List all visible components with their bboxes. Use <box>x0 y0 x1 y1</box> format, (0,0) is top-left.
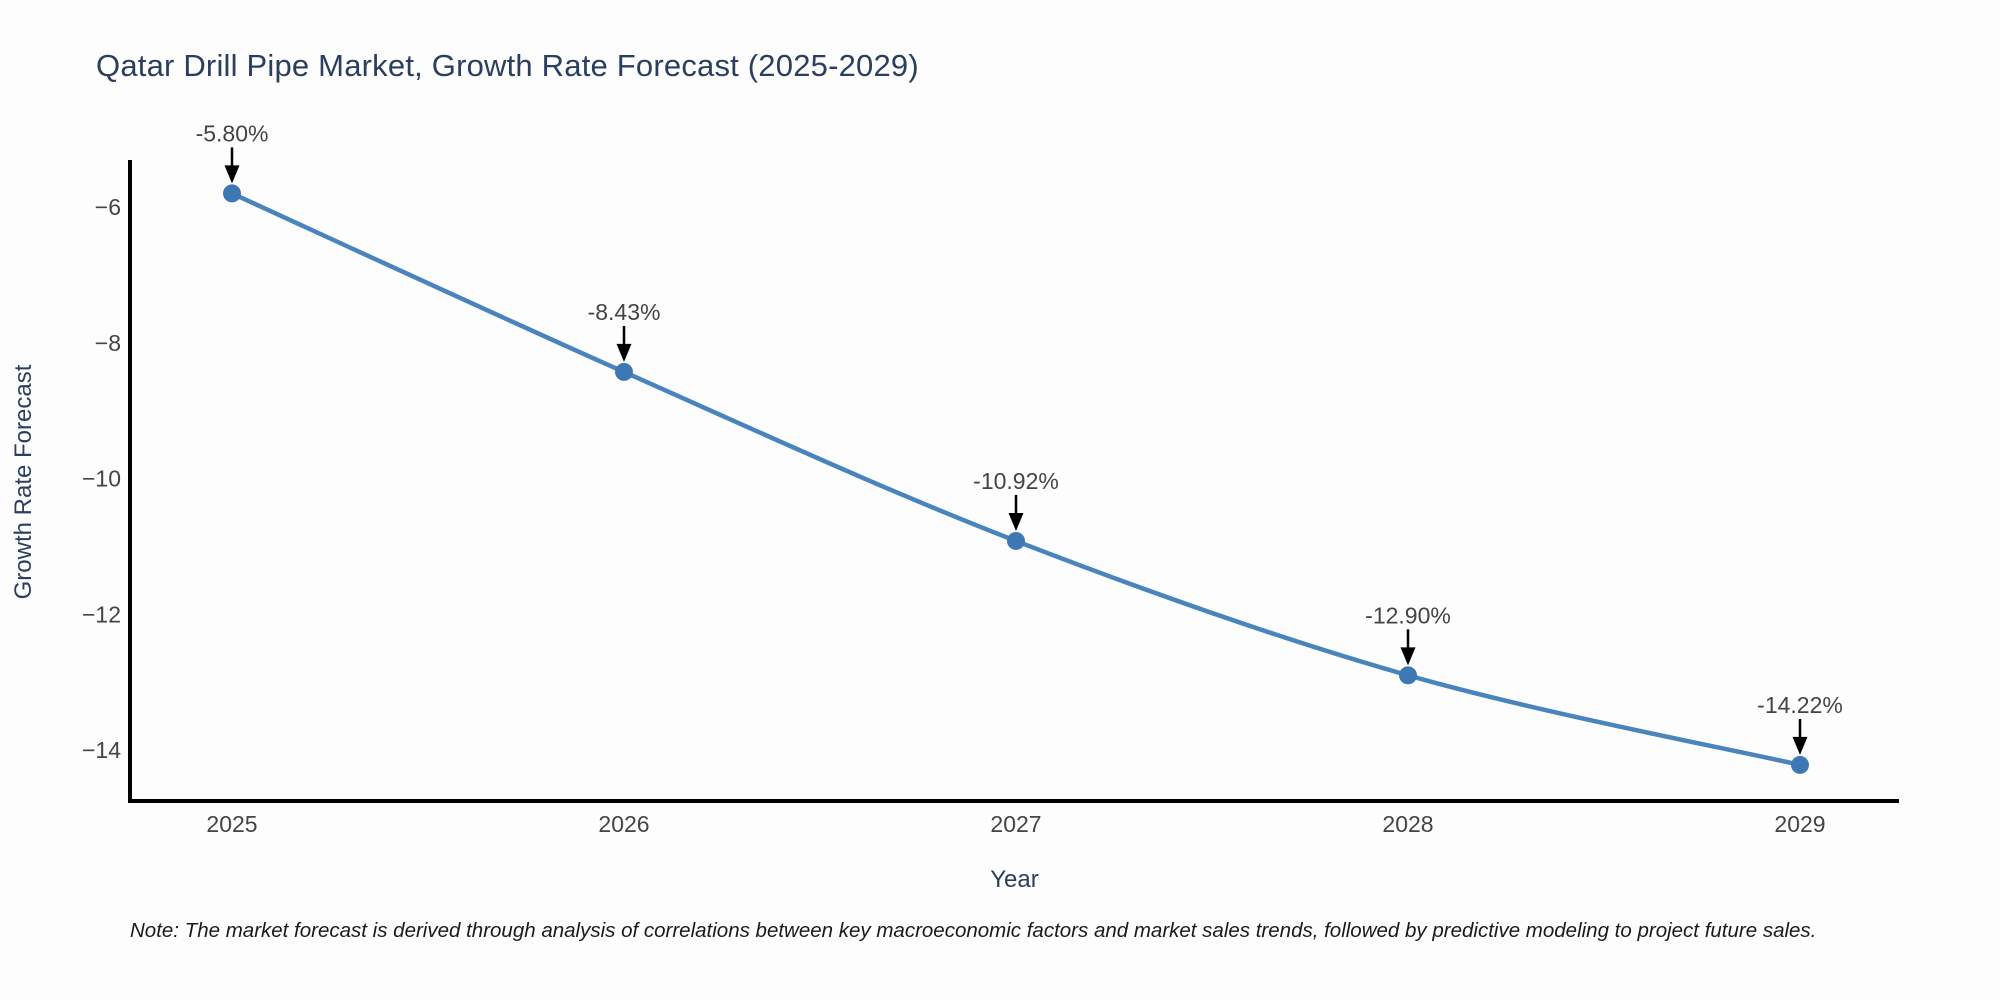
data-point-marker <box>1399 666 1417 685</box>
y-tick-label: −14 <box>82 737 121 763</box>
data-point-marker <box>1791 755 1809 774</box>
y-tick-label: −6 <box>95 194 121 220</box>
point-annotation: -12.90% <box>1365 602 1451 628</box>
x-tick-label: 2028 <box>1382 811 1433 837</box>
annotation-arrowhead <box>224 165 240 184</box>
data-point-marker <box>615 362 633 381</box>
point-annotation: -8.43% <box>588 299 661 325</box>
y-tick-label: −12 <box>82 601 121 627</box>
x-tick-label: 2027 <box>990 811 1041 837</box>
point-annotation: -5.80% <box>196 120 269 146</box>
x-tick-label: 2025 <box>206 811 257 837</box>
annotation-arrowhead <box>1792 736 1808 755</box>
point-annotation: -14.22% <box>1757 692 1843 718</box>
chart-title: Qatar Drill Pipe Market, Growth Rate For… <box>96 48 919 83</box>
x-tick-label: 2026 <box>598 811 649 837</box>
point-annotation: -10.92% <box>973 468 1059 494</box>
data-point-marker <box>223 184 241 203</box>
x-axis-title: Year <box>990 866 1039 893</box>
annotation-arrowhead <box>616 343 632 362</box>
annotation-arrowhead <box>1400 647 1416 666</box>
x-tick-label: 2029 <box>1774 811 1825 837</box>
annotation-arrowhead <box>1008 512 1024 531</box>
y-tick-label: −10 <box>82 466 121 492</box>
data-point-marker <box>1007 531 1025 550</box>
chart-note: Note: The market forecast is derived thr… <box>130 919 1817 942</box>
y-tick-label: −8 <box>95 330 121 356</box>
